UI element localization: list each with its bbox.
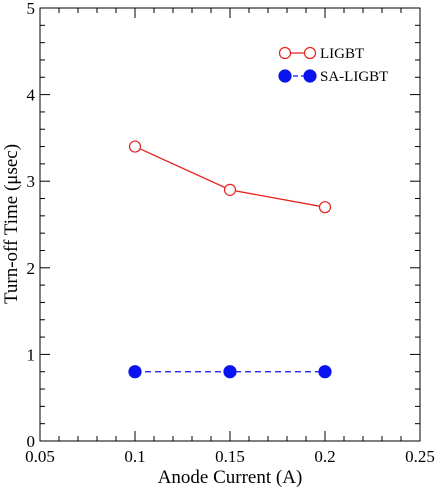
- series-2: [128, 365, 332, 379]
- legend-marker: [303, 46, 317, 60]
- x-tick-label: 0.1: [124, 447, 145, 466]
- y-axis-title: Turn-off Time (μsec): [1, 144, 22, 304]
- legend-item: SA-LIGBT: [278, 69, 388, 85]
- series-layer: [128, 140, 332, 379]
- y-tick-label: 2: [27, 259, 36, 278]
- y-tick-labels: 0 1 2 3 4 5: [27, 0, 36, 451]
- legend-marker: [278, 46, 292, 60]
- series-line: [134, 145, 326, 208]
- y-tick-label: 5: [27, 0, 36, 18]
- legend-marker: [303, 69, 317, 83]
- legend-label: SA-LIGBT: [320, 69, 388, 85]
- data-point: [318, 365, 332, 379]
- data-point: [223, 365, 237, 379]
- x-tick-label: 0.2: [314, 447, 335, 466]
- x-tick-label: 0.25: [405, 447, 435, 466]
- data-point: [128, 140, 142, 153]
- legend: LIGBT SA-LIGBT: [278, 46, 388, 85]
- data-point: [128, 365, 142, 379]
- series-1: [128, 140, 332, 214]
- legend-marker: [278, 69, 292, 83]
- x-axis-title: Anode Current (A): [158, 467, 303, 487]
- legend-item: LIGBT: [278, 46, 364, 62]
- data-point: [223, 183, 237, 196]
- axis-ticks: [39, 7, 421, 442]
- y-tick-label: 0: [27, 432, 36, 451]
- y-tick-label: 4: [27, 86, 36, 105]
- x-tick-label: 0.05: [25, 447, 55, 466]
- y-tick-label: 1: [27, 345, 36, 364]
- x-tick-labels: 0.05 0.1 0.15 0.2 0.25: [25, 447, 435, 466]
- x-tick-label: 0.15: [215, 447, 245, 466]
- legend-label: LIGBT: [320, 46, 364, 62]
- data-point: [318, 201, 332, 214]
- y-tick-label: 3: [27, 172, 36, 191]
